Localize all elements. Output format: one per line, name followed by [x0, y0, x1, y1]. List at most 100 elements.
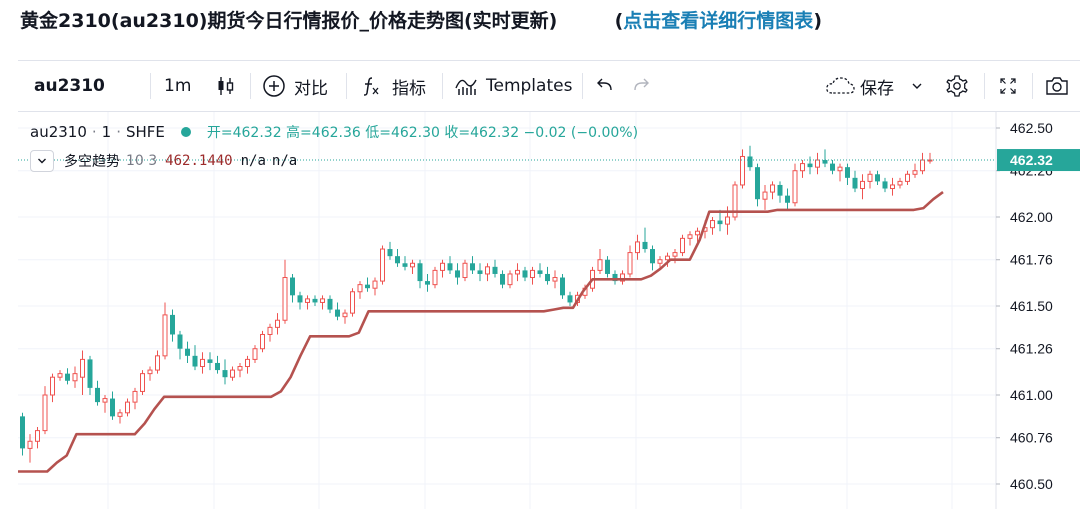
compare-label: 对比: [294, 78, 328, 99]
headline-title: 黄金2310(au2310)期货今日行情报价_价格走势图(实时更新): [20, 10, 558, 32]
legend-exchange: SHFE: [125, 123, 165, 141]
price-axis-label: 460.50: [1010, 476, 1053, 492]
candle-body-up: [890, 184, 895, 190]
indicator-line: [18, 191, 944, 473]
plus-circle-icon: [263, 75, 285, 97]
undo-button[interactable]: [594, 61, 616, 111]
fullscreen-button[interactable]: [998, 61, 1018, 111]
candle-body-down: [95, 387, 100, 403]
candle-body-up: [305, 298, 310, 303]
market-status-dot[interactable]: [180, 127, 191, 137]
detail-chart-link[interactable]: 点击查看详细行情图表: [623, 10, 814, 32]
candle-body-down: [567, 295, 573, 303]
chart-type-button[interactable]: [216, 61, 236, 111]
candle-body-down: [785, 195, 790, 203]
candle-body-down: [822, 160, 828, 164]
price-chart[interactable]: 462.50462.26462.00461.76461.50461.26461.…: [18, 112, 1080, 509]
candle-body-up: [432, 269, 438, 286]
candle-body-up: [620, 273, 625, 282]
candle-body-up: [42, 394, 48, 432]
candle-body-up: [102, 398, 108, 403]
candle-body-up: [530, 269, 535, 279]
candle-body-down: [852, 177, 858, 189]
indicator-toggle-button[interactable]: [30, 150, 54, 172]
indicator-na-1: n/a: [240, 153, 266, 169]
candle-body-up: [132, 390, 138, 403]
series-legend: au2310 · 1 · SHFE 开=462.32 高=462.36 低=46…: [30, 122, 638, 142]
compare-button[interactable]: 对比: [262, 61, 328, 111]
candle-body-down: [777, 184, 783, 196]
price-axis-label: 461.26: [1010, 341, 1053, 357]
candle-body-down: [560, 277, 565, 296]
chart-canvas[interactable]: 462.50462.26462.00461.76461.50461.26461.…: [18, 112, 1080, 509]
candle-body-down: [845, 167, 850, 178]
candle-body-down: [612, 273, 618, 282]
candle-body-up: [282, 277, 288, 321]
price-axis-label: 462.50: [1010, 120, 1053, 136]
candle-body-down: [207, 359, 213, 363]
candle-body-up: [867, 173, 873, 182]
candle-body-down: [492, 266, 498, 274]
candle-body-down: [335, 309, 340, 317]
candle-body-down: [650, 249, 655, 264]
camera-icon: [1046, 77, 1068, 95]
candle-body-down: [447, 263, 453, 271]
candle-body-up: [372, 280, 378, 289]
price-axis-label: 462.00: [1010, 209, 1053, 225]
chart-toolbar: au2310 1m 对比 指标: [18, 60, 1080, 112]
headline-link-close: ): [813, 10, 822, 32]
redo-button[interactable]: [630, 61, 652, 111]
candle-body-up: [597, 259, 603, 271]
save-button[interactable]: 保存: [824, 61, 894, 111]
candle-body-up: [320, 298, 325, 303]
candle-body-up: [665, 255, 670, 261]
candle-body-up: [35, 430, 40, 442]
candle-body-up: [837, 166, 843, 172]
candle-body-up: [725, 216, 730, 225]
symbol-search-button[interactable]: au2310: [34, 61, 105, 111]
candle-body-down: [747, 156, 753, 168]
candle-body-down: [402, 263, 408, 267]
candle-body-up: [627, 252, 633, 275]
indicators-button[interactable]: 指标: [360, 61, 426, 111]
candle-body-down: [312, 298, 318, 303]
candle-body-up: [860, 180, 865, 190]
candle-body-down: [365, 284, 370, 289]
templates-button[interactable]: Templates: [454, 61, 572, 111]
interval-button[interactable]: 1m: [164, 61, 191, 111]
candle-body-up: [80, 358, 85, 378]
candle-body-down: [522, 270, 528, 278]
candle-body-down: [215, 362, 220, 371]
candle-body-up: [897, 180, 903, 186]
candle-body-up: [72, 373, 78, 382]
candle-body-up: [912, 170, 918, 175]
candle-body-up: [245, 358, 250, 368]
candle-body-up: [770, 184, 775, 193]
candle-body-up: [27, 440, 33, 449]
price-axis-label: 461.76: [1010, 252, 1053, 268]
candle-body-up: [342, 312, 348, 318]
cloud-icon: [826, 77, 855, 94]
toolbar-divider: [250, 73, 251, 99]
indicator-value: 462.1440: [165, 153, 233, 169]
candle-body-up: [762, 191, 768, 200]
save-menu-button[interactable]: [910, 61, 924, 111]
symbol-label: au2310: [34, 76, 105, 96]
candle-body-up: [230, 369, 235, 378]
ohlc-values: 开=462.32 高=462.36 低=462.30 收=462.32 −0.0…: [206, 125, 639, 141]
legend-interval: 1: [101, 123, 112, 141]
candle-body-up: [815, 159, 820, 168]
candle-body-up: [275, 319, 280, 328]
candle-body-up: [740, 155, 745, 186]
candle-body-up: [125, 401, 130, 414]
candle-body-down: [177, 334, 183, 349]
indicator-legend: 多空趋势 10 3 462.1440 n/a n/a: [30, 150, 297, 172]
indicators-label: 指标: [392, 78, 426, 99]
candle-body-down: [807, 163, 813, 168]
candle-body-down: [717, 220, 723, 225]
candle-body-up: [267, 326, 273, 335]
candle-body-up: [440, 262, 445, 271]
candle-body-down: [477, 270, 483, 274]
settings-button[interactable]: [944, 61, 970, 111]
screenshot-button[interactable]: [1044, 61, 1070, 111]
